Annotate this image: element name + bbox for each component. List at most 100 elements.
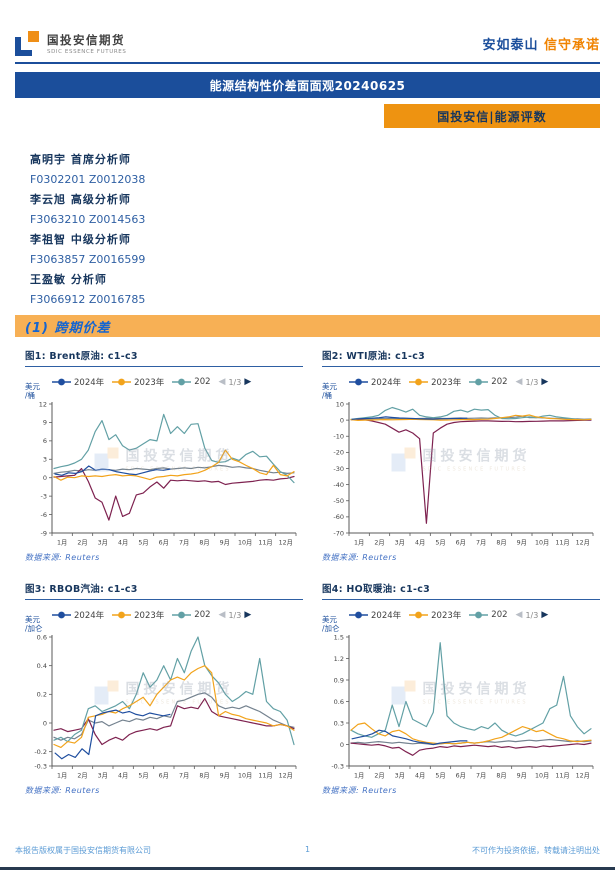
legend-item[interactable]: 2024年: [349, 609, 401, 621]
svg-text:12月: 12月: [576, 539, 590, 547]
legend-item[interactable]: 202: [469, 377, 508, 387]
y-axis-unit: 美元/加仑: [322, 615, 340, 633]
chart-title: 图4: HO取暖油: c1-c3: [322, 581, 600, 600]
svg-text:6月: 6月: [159, 772, 169, 780]
svg-text:5月: 5月: [138, 772, 148, 780]
analyst-name: 李云旭 高级分析师: [30, 193, 131, 206]
legend-marker-icon: [349, 378, 368, 386]
legend-item[interactable]: 2023年: [409, 376, 461, 388]
svg-text:4月: 4月: [415, 539, 425, 547]
bottom-rule: [0, 867, 615, 870]
svg-text:4月: 4月: [118, 772, 128, 780]
slogan: 安如泰山 信守承诺: [482, 34, 600, 53]
svg-text:9月: 9月: [220, 539, 230, 547]
svg-text:0: 0: [43, 719, 47, 727]
svg-text:1月: 1月: [354, 539, 364, 547]
svg-text:9月: 9月: [220, 772, 230, 780]
footer-disclaimer: 不可作为投资依据，转载请注明出处: [472, 846, 600, 855]
data-source: 数据来源: Reuters: [25, 553, 100, 562]
legend-prev-icon[interactable]: ◀: [218, 377, 226, 387]
legend-item[interactable]: 2024年: [349, 376, 401, 388]
svg-text:0.4: 0.4: [37, 662, 47, 670]
svg-text:0.3: 0.3: [334, 719, 344, 727]
analyst-code: F3066912 Z0016785: [30, 293, 146, 306]
svg-text:10月: 10月: [535, 539, 549, 547]
svg-text:3月: 3月: [395, 772, 405, 780]
data-source: 数据来源: Reuters: [25, 786, 100, 795]
legend-marker-icon: [112, 378, 132, 386]
svg-text:0.2: 0.2: [37, 691, 47, 699]
analyst-code: F0302201 Z0012038: [30, 173, 146, 186]
chart-legend: 2024年 2023年 202 ◀ 1/3 ▶: [52, 609, 251, 621]
legend-next-icon[interactable]: ▶: [541, 377, 549, 387]
svg-text:2月: 2月: [374, 539, 384, 547]
svg-text:11月: 11月: [258, 772, 272, 780]
legend-pagination: ◀ 1/3 ▶: [516, 610, 549, 620]
section-title: (1) 跨期价差: [25, 320, 111, 336]
chart-cell-ho: 图4: HO取暖油: c1-c3 美元/加仑 2024年 2023年 202 ◀ 1/3…: [322, 581, 600, 796]
footer-copyright: 本报告版权属于国投安信期货有限公司: [15, 846, 151, 855]
svg-text:4月: 4月: [415, 772, 425, 780]
legend-prev-icon[interactable]: ◀: [515, 610, 523, 620]
legend-item[interactable]: 202: [172, 610, 211, 620]
logo-text-en: SDIC ESSENCE FUTURES: [47, 48, 127, 55]
legend-next-icon[interactable]: ▶: [244, 377, 252, 387]
svg-text:8月: 8月: [496, 539, 506, 547]
legend-prev-icon[interactable]: ◀: [218, 610, 226, 620]
analyst-code: F3063857 Z0016599: [30, 253, 146, 266]
company-logo: 国投安信期货 SDIC ESSENCE FUTURES: [15, 30, 127, 56]
legend-prev-icon[interactable]: ◀: [515, 377, 523, 387]
analyst-list: 高明宇 首席分析师 F0302201 Z0012038 李云旭 高级分析师 F3…: [30, 150, 145, 310]
svg-text:0.6: 0.6: [334, 698, 344, 706]
legend-marker-icon: [52, 378, 71, 386]
svg-text:8月: 8月: [199, 539, 209, 547]
legend-marker-icon: [469, 378, 489, 386]
svg-text:7月: 7月: [179, 539, 189, 547]
chart-legend: 2024年 2023年 202 ◀ 1/3 ▶: [349, 609, 548, 621]
svg-text:10月: 10月: [238, 772, 252, 780]
legend-item[interactable]: 2024年: [52, 376, 104, 388]
svg-text:4月: 4月: [118, 539, 128, 547]
chart-cell-rbob: 图3: RBOB汽油: c1-c3 美元/加仑 2024年 2023年 202 ◀ 1/…: [25, 581, 303, 796]
svg-text:10月: 10月: [238, 539, 252, 547]
svg-text:0.6: 0.6: [37, 633, 47, 641]
legend-pagination: ◀ 1/3 ▶: [516, 377, 549, 387]
svg-text:7月: 7月: [179, 772, 189, 780]
svg-text:3月: 3月: [395, 539, 405, 547]
chart-plot-area: 0.6 0.4 0.2 0 -0.2 -0.3 1月 2月 3月 4月 5月 6月 7月 8月 9月 10月 1…: [25, 632, 303, 782]
chart-title: 图3: RBOB汽油: c1-c3: [25, 581, 303, 600]
legend-page-indicator: 1/3: [525, 377, 539, 387]
legend-next-icon[interactable]: ▶: [244, 610, 252, 620]
line-chart: 12 9 6 3 0 -3 -6 -9 1月 2月 3月 4月 5月 6月 7月 8月 9月 10月 11月 12月: [25, 399, 303, 549]
legend-marker-icon: [469, 611, 489, 619]
svg-text:0: 0: [340, 416, 344, 424]
svg-text:10: 10: [336, 400, 344, 408]
svg-text:2月: 2月: [77, 772, 87, 780]
svg-text:6月: 6月: [159, 539, 169, 547]
slogan-blue: 安如泰山: [482, 37, 539, 53]
legend-item[interactable]: 202: [172, 377, 211, 387]
svg-text:0: 0: [43, 474, 47, 482]
legend-next-icon[interactable]: ▶: [541, 610, 549, 620]
legend-marker-icon: [112, 611, 132, 619]
legend-item[interactable]: 202: [469, 610, 508, 620]
svg-text:9: 9: [43, 419, 47, 427]
legend-marker-icon: [409, 378, 429, 386]
svg-text:-6: -6: [41, 511, 47, 519]
svg-text:-0.3: -0.3: [331, 762, 344, 770]
svg-text:-60: -60: [333, 513, 344, 521]
svg-text:11月: 11月: [258, 539, 272, 547]
legend-item[interactable]: 2023年: [409, 609, 461, 621]
svg-text:-0.2: -0.2: [34, 748, 47, 756]
charts-grid: 图1: Brent原油: c1-c3 美元/桶 2024年 2023年 202 ◀ 1/…: [25, 348, 600, 796]
legend-marker-icon: [349, 611, 368, 619]
legend-item[interactable]: 2024年: [52, 609, 104, 621]
legend-item[interactable]: 2023年: [112, 376, 164, 388]
chart-title: 图2: WTI原油: c1-c3: [322, 348, 600, 367]
svg-text:-40: -40: [333, 481, 344, 489]
svg-text:6月: 6月: [456, 772, 466, 780]
svg-text:9月: 9月: [517, 539, 527, 547]
svg-text:1月: 1月: [57, 539, 67, 547]
legend-item[interactable]: 2023年: [112, 609, 164, 621]
